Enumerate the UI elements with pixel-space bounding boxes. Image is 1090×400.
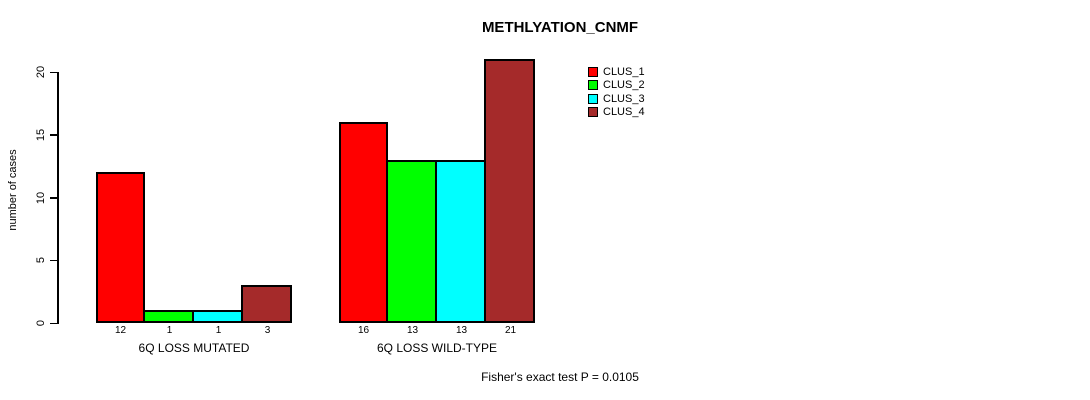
legend-item-label: CLUS_1 (603, 66, 645, 78)
legend-item-clus_3: CLUS_3 (588, 93, 645, 105)
y-axis-line (57, 72, 59, 324)
group-label: 6Q LOSS MUTATED (138, 341, 250, 355)
legend-item-clus_1: CLUS_1 (588, 66, 645, 78)
y-axis-tick-label: 20 (35, 65, 47, 79)
fisher-test-annotation: Fisher's exact test P = 0.0105 (481, 370, 639, 384)
bar-clus_3-group2 (435, 159, 486, 323)
legend-swatch-icon (588, 107, 598, 118)
y-axis-tick-label: 10 (35, 191, 47, 204)
legend-swatch-icon (588, 93, 598, 104)
bar-value-label: 1 (215, 325, 222, 336)
bar-clus_4-group1 (241, 285, 292, 323)
y-axis-title: number of cases (7, 149, 19, 231)
bar-value-label: 3 (264, 325, 271, 336)
y-axis-tick-label: 5 (35, 257, 47, 264)
legend-item-label: CLUS_2 (603, 79, 645, 92)
bar-clus_3-group1 (192, 310, 243, 323)
bar-value-label: 13 (455, 325, 468, 336)
bar-value-label: 21 (504, 325, 517, 336)
y-axis-tick (50, 134, 57, 136)
bar-value-label: 12 (114, 325, 127, 336)
bar-clus_4-group2 (484, 59, 535, 323)
y-axis-tick (50, 71, 57, 73)
legend-item-clus_4: CLUS_4 (588, 106, 645, 118)
y-axis-tick-label: 15 (35, 128, 47, 141)
chart-title: METHLYATION_CNMF (481, 19, 639, 36)
bar-value-label: 16 (357, 325, 370, 336)
legend-swatch-icon (588, 80, 598, 91)
bar-value-label: 1 (166, 325, 173, 336)
y-axis-tick (50, 197, 57, 199)
bar-clus_2-group1 (143, 310, 194, 323)
bar-clus_1-group1 (96, 172, 145, 323)
legend-item-label: CLUS_3 (603, 92, 645, 105)
legend-item-label: CLUS_4 (603, 106, 645, 119)
bar-clus_2-group2 (386, 159, 437, 323)
y-axis-tick (50, 259, 57, 262)
y-axis-tick (50, 322, 57, 324)
y-axis-tick-label: 0 (35, 319, 47, 327)
bar-value-label: 13 (406, 325, 419, 336)
bar-clus_1-group2 (339, 122, 388, 323)
legend-item-clus_2: CLUS_2 (588, 79, 645, 91)
group-label: 6Q LOSS WILD-TYPE (376, 341, 498, 355)
legend-swatch-icon (588, 67, 598, 77)
